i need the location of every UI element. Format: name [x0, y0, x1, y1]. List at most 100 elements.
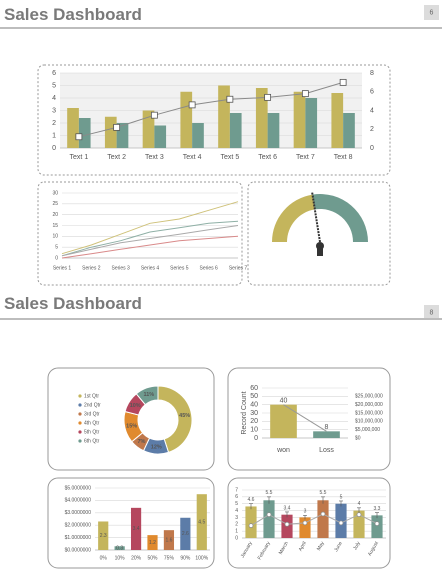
pie-slice [135, 385, 159, 406]
y-tick-label: $4.0000000 [65, 498, 92, 504]
slide-1: Sales Dashboard 6 [0, 5, 442, 286]
x-tick-label: 50% [147, 555, 158, 561]
legend-swatch [78, 412, 82, 416]
page-number: 8 [430, 309, 434, 316]
y-tick-label: 1 [52, 132, 56, 139]
y-tick-label: 0 [55, 255, 58, 261]
x-tick-label: 90% [180, 555, 191, 561]
bar [343, 113, 355, 148]
data-label: 4.5 [198, 519, 205, 525]
gauge-fill [272, 194, 315, 242]
y2-tick-label: $0 [355, 435, 361, 441]
bar [130, 507, 142, 550]
y-tick-label: 3 [52, 107, 56, 114]
data-label: 3.4 [284, 505, 291, 511]
bar [313, 431, 340, 438]
y-tick-label: 30 [52, 190, 58, 196]
y2-tick-label: 8 [370, 70, 374, 77]
data-label: 1.6 [165, 537, 172, 543]
line [61, 220, 239, 257]
x-tick-label: Series 6 [199, 265, 218, 271]
line [61, 225, 239, 257]
y-tick-label: 30 [250, 410, 258, 417]
bar [263, 500, 275, 538]
bar [245, 506, 257, 538]
x-tick-label: Series 2 [82, 265, 101, 271]
x-tick-label: Text 3 [145, 154, 164, 161]
y-tick-label: 50 [250, 393, 258, 400]
y-tick-label: 0 [235, 535, 238, 541]
x-tick-label: Text 7 [296, 154, 315, 161]
data-label: 4 [358, 501, 361, 507]
data-label: 2.3 [100, 533, 107, 539]
bar [270, 404, 297, 438]
panel [247, 181, 391, 286]
line [61, 201, 239, 255]
panel [37, 181, 243, 286]
y2-tick-label: 2 [370, 126, 374, 133]
x-tick-label: 75% [164, 555, 175, 561]
data-label: 5.5 [320, 490, 327, 496]
marker [338, 520, 344, 526]
x-tick-label: Text 1 [70, 154, 89, 161]
data-label: 0.3 [116, 545, 123, 551]
bar [180, 91, 193, 148]
data-label: 40 [280, 398, 288, 405]
line [61, 235, 239, 259]
bar [267, 113, 280, 148]
bar [353, 510, 365, 538]
y-tick-label: 4 [52, 95, 56, 102]
y2-tick-label: $5,000,000 [355, 427, 380, 433]
bar [147, 535, 158, 550]
panel [227, 367, 391, 471]
x-tick-label: 10% [115, 555, 126, 561]
y-tick-label: 7 [235, 487, 238, 493]
x-tick-label: Loss [319, 447, 334, 454]
bar [104, 116, 117, 148]
y2-tick-label: $25,000,000 [355, 394, 383, 400]
y-tick-label: 6 [235, 494, 238, 500]
x-tick-label: Text 6 [258, 154, 277, 161]
data-label: 8 [325, 424, 329, 431]
marker [264, 93, 272, 101]
data-label: 3 [304, 509, 307, 515]
y-tick-label: 4 [235, 508, 238, 514]
marker [339, 78, 347, 86]
line [250, 513, 378, 527]
x-tick-label: Series 7 [229, 265, 248, 271]
data-label: 11% [143, 392, 154, 398]
page-number-box [424, 305, 439, 320]
y-tick-label: 2 [235, 522, 238, 528]
data-label: 10% [130, 403, 141, 409]
data-label: 1.2 [149, 540, 156, 546]
legend-label: 5th Qtr [84, 429, 100, 435]
line [78, 81, 344, 138]
legend-label: 6th Qtr [84, 438, 100, 444]
gauge-needle [311, 192, 321, 243]
data-label: 3.4 [133, 526, 140, 532]
x-tick-label: Text 8 [334, 154, 353, 161]
legend-swatch [78, 394, 82, 398]
page-number: 6 [430, 9, 434, 16]
bar [371, 515, 383, 538]
bar [331, 93, 344, 148]
marker [374, 521, 380, 526]
x-tick-label: Series 1 [53, 265, 72, 271]
y2-tick-label: $10,000,000 [355, 419, 383, 425]
y-tick-label: 0 [254, 435, 258, 442]
legend-label: 3rd Qtr [84, 411, 100, 417]
bar [305, 98, 318, 148]
bar [299, 517, 311, 538]
x-tick-label: 100% [195, 555, 208, 561]
bar [98, 521, 109, 550]
bar [196, 494, 207, 550]
y-tick-label: 25 [52, 201, 58, 207]
data-label: 5.5 [266, 490, 273, 496]
legend-swatch [78, 430, 82, 434]
data-label: 7% [137, 439, 145, 445]
bar [114, 546, 125, 550]
y2-tick-label: 6 [370, 89, 374, 96]
legend-swatch [78, 421, 82, 425]
data-label: 5 [340, 494, 343, 500]
